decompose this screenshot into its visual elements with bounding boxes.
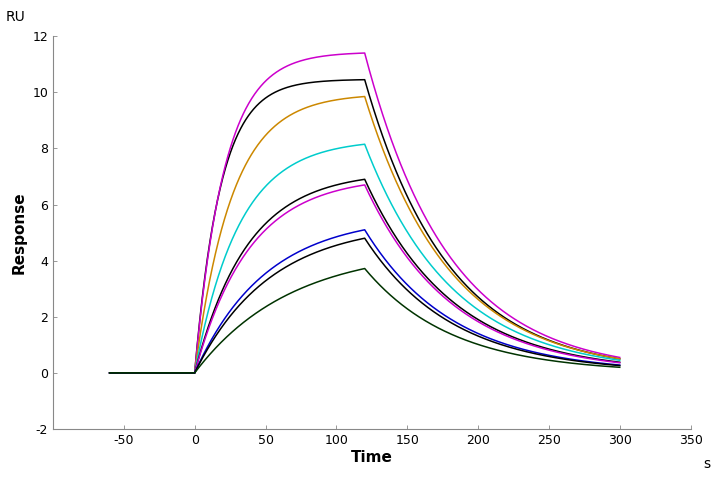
- Y-axis label: Response: Response: [12, 192, 27, 274]
- X-axis label: Time: Time: [351, 450, 392, 465]
- Text: RU: RU: [5, 11, 25, 24]
- Text: s: s: [703, 456, 711, 470]
